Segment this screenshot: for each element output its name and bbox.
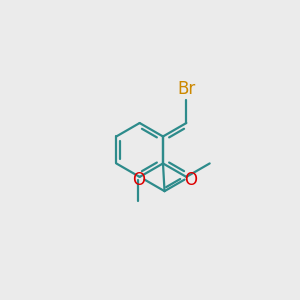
Text: O: O (184, 171, 197, 189)
Text: Br: Br (177, 80, 196, 98)
Text: O: O (132, 171, 145, 189)
